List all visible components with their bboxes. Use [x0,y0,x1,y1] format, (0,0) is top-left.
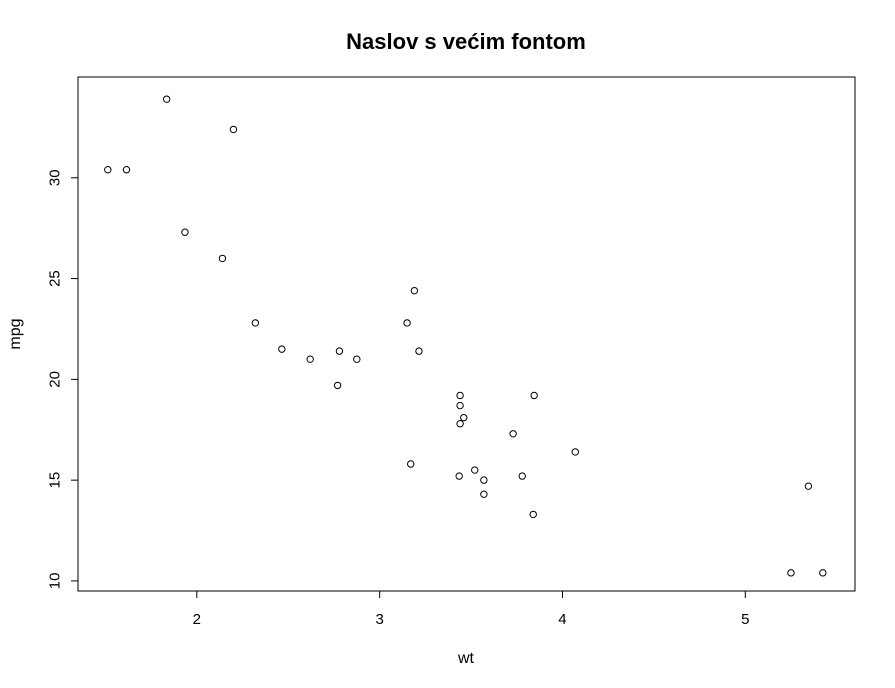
y-tick-label: 10 [47,573,64,590]
data-point [456,391,464,400]
x-tick-label: 3 [375,611,383,628]
data-point [333,381,342,390]
y-axis-label: mpg [7,318,24,349]
y-tick-label: 30 [47,169,64,186]
data-point [122,166,131,174]
data-point [278,345,286,353]
data-point [410,286,419,295]
data-point [819,569,827,577]
data-point [251,319,260,327]
data-point [460,413,468,422]
data-point [415,347,423,355]
data-point [456,401,464,410]
x-tick-label: 5 [741,611,749,628]
data-point [407,460,415,468]
data-point [353,355,361,363]
x-axis: 2 3 4 5 [193,590,749,628]
y-tick-label: 15 [47,472,64,489]
data-point [229,125,238,134]
data-point [480,490,488,498]
data-point [455,472,463,480]
data-point [518,472,526,480]
data-point [529,510,537,519]
data-point [218,254,227,263]
y-tick-label: 20 [47,371,64,388]
data-point [509,430,517,438]
x-tick-label: 2 [193,611,201,628]
data-point [335,347,344,355]
plot-frame [77,76,856,592]
chart-title: Naslov s većim fontom [346,29,586,54]
x-axis-label: wt [457,650,475,667]
data-point [530,391,538,400]
data-point [306,355,314,363]
data-point [181,228,189,236]
data-point [471,466,479,474]
data-point [162,95,171,103]
data-point [571,448,579,456]
data-point [480,476,488,484]
data-point [456,419,464,428]
data-point [787,569,795,577]
data-point [104,166,112,174]
y-axis: 10 15 20 25 30 [47,169,79,589]
data-point [804,482,813,490]
y-tick-label: 25 [47,270,64,287]
x-tick-label: 4 [558,611,566,628]
data-points [104,95,827,577]
data-point [403,319,411,327]
